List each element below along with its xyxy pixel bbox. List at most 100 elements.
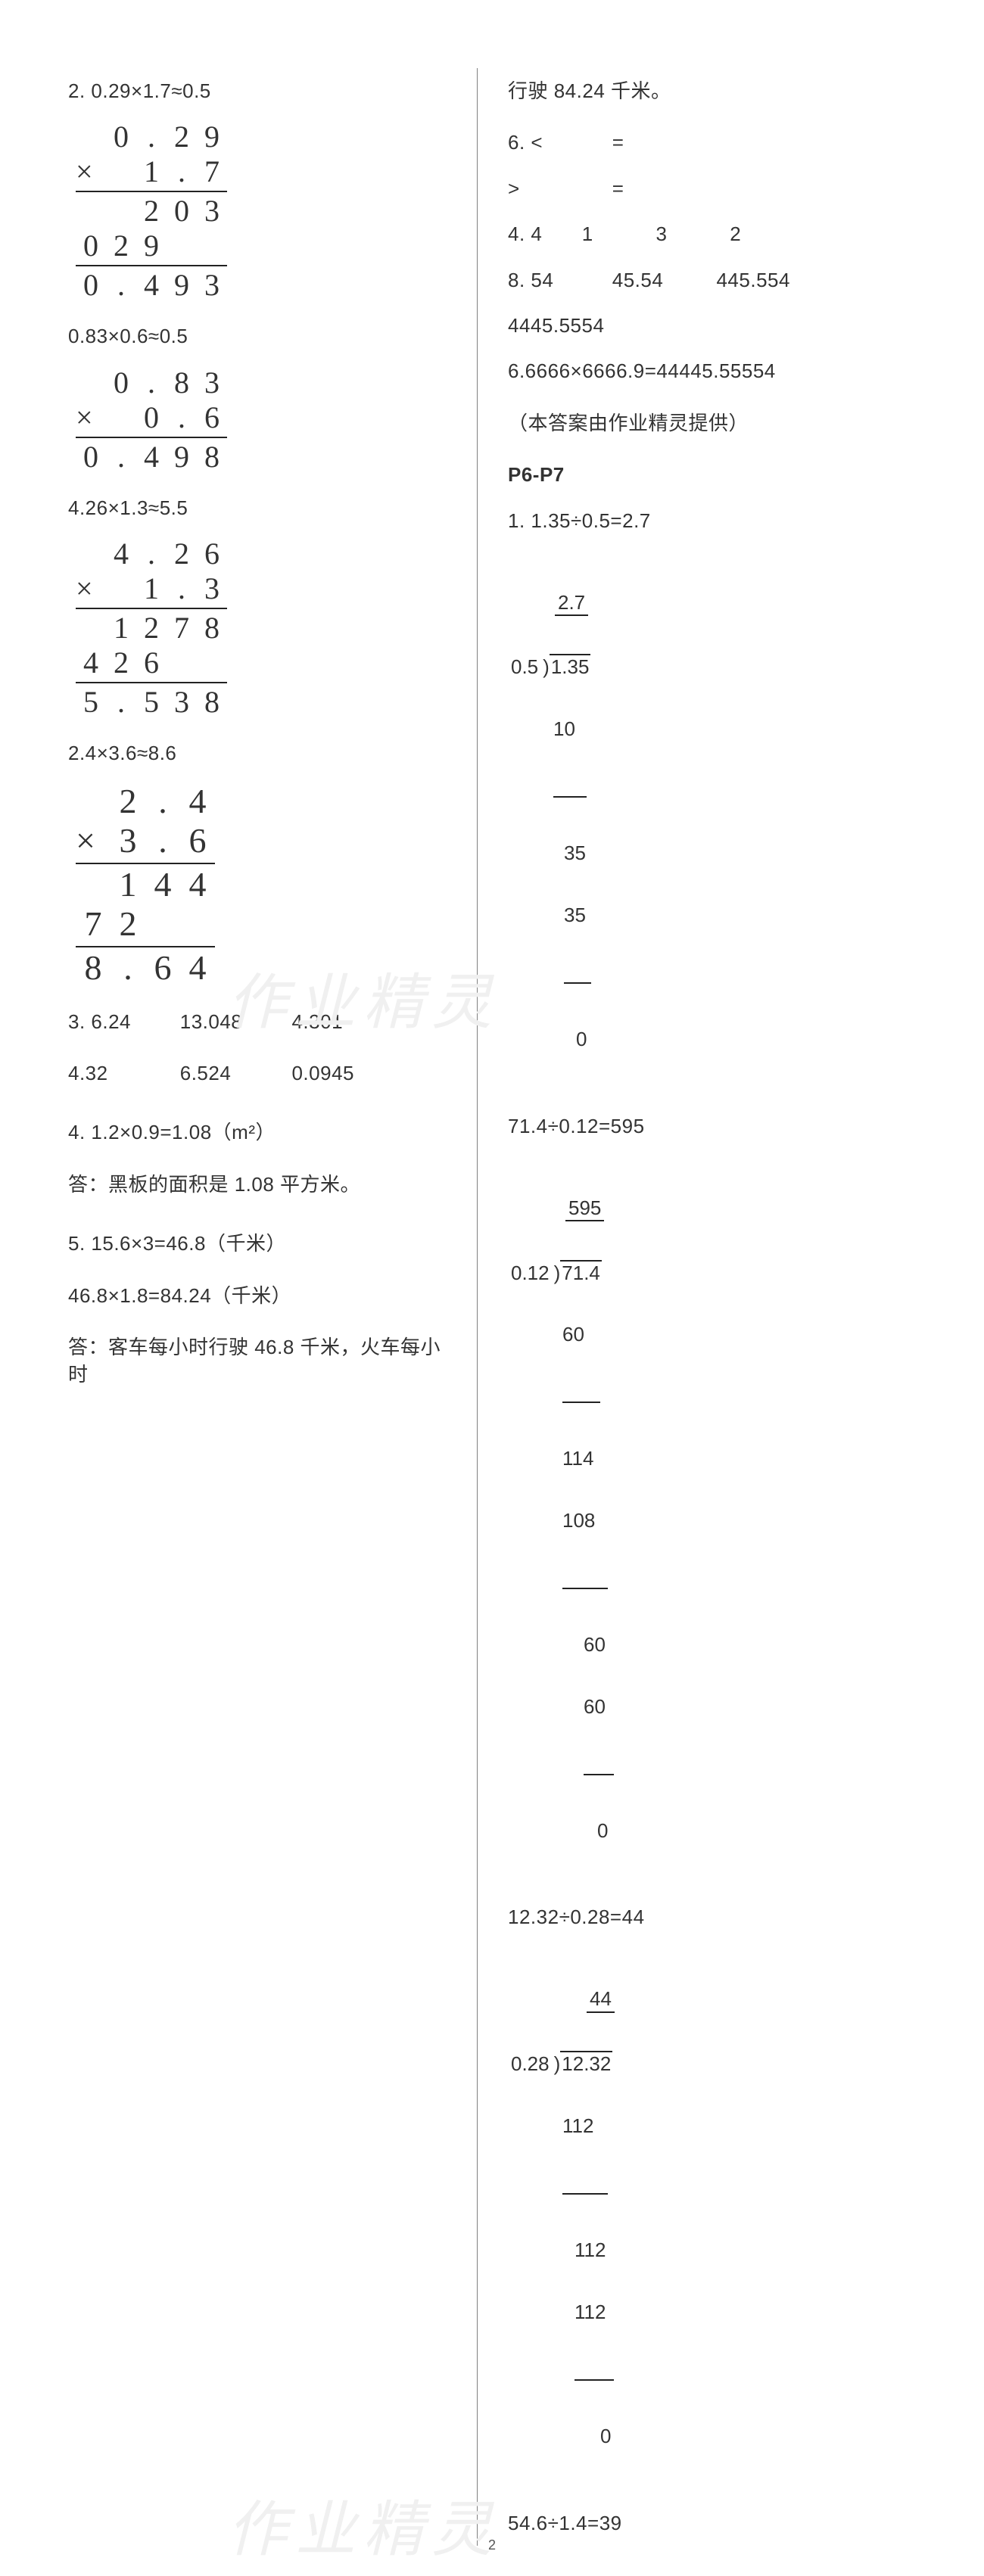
division-4-eq: 54.6÷1.4=39 xyxy=(508,2509,901,2537)
step: 60 xyxy=(562,1323,584,1346)
digit: 3 xyxy=(197,268,227,303)
digit: 1 xyxy=(106,611,136,646)
step: 108 xyxy=(562,1509,595,1532)
problem-5-eq2: 46.8×1.8=84.24（千米） xyxy=(68,1282,454,1309)
long-division-1: 2.7 0.5)1.35 10 35 35 0 xyxy=(511,551,901,1091)
digit: . xyxy=(111,948,145,988)
digit: 8 xyxy=(197,611,227,646)
step: 114 xyxy=(562,1447,593,1470)
value: 4. 4 xyxy=(508,220,576,247)
problem-5-eq1: 5. 15.6×3=46.8（千米） xyxy=(68,1230,454,1257)
digit: 6 xyxy=(197,400,227,435)
digit: 3 xyxy=(111,821,145,861)
value: 2 xyxy=(730,220,741,247)
value: 13.048 xyxy=(180,1008,286,1035)
digit: 2 xyxy=(111,904,145,944)
left-column: 2. 0.29×1.7≈0.5 0 . 2 9 × 1 . 7 xyxy=(68,68,477,2546)
value: 0.0945 xyxy=(291,1059,354,1087)
digit: 4 xyxy=(145,865,180,905)
digit: . xyxy=(136,120,167,154)
digit: . xyxy=(136,537,167,571)
step: 35 xyxy=(564,842,586,864)
digit: 8 xyxy=(76,948,111,988)
problem-4-4: 4. 4 1 3 2 xyxy=(508,220,901,247)
digit: 4 xyxy=(136,268,167,303)
digit: 4 xyxy=(180,948,215,988)
digit: . xyxy=(145,821,180,861)
digit: 3 xyxy=(197,194,227,229)
step: 0 xyxy=(597,1819,608,1842)
divisor: 0.12 xyxy=(511,1262,550,1284)
quotient: 44 xyxy=(587,1989,615,2012)
quotient: 595 xyxy=(565,1198,604,1221)
page-number: 2 xyxy=(488,2537,496,2553)
digit: 8 xyxy=(197,440,227,474)
digit: 6 xyxy=(180,821,215,861)
division-3-eq: 12.32÷0.28=44 xyxy=(508,1903,901,1930)
value: > xyxy=(508,175,606,202)
problem-8-row1: 8. 54 45.54 445.554 xyxy=(508,266,901,294)
page: 作业精灵 作业精灵 2. 0.29×1.7≈0.5 0 . 2 9 × 1 . xyxy=(0,0,984,2576)
digit: 2 xyxy=(136,611,167,646)
value: 1 xyxy=(582,220,650,247)
division-2-eq: 71.4÷0.12=595 xyxy=(508,1112,901,1140)
digit: 2 xyxy=(167,537,197,571)
value: 445.554 xyxy=(716,266,789,294)
digit: . xyxy=(106,685,136,720)
digit: 7 xyxy=(197,154,227,189)
digit: 5 xyxy=(136,685,167,720)
divisor: 0.5 xyxy=(511,655,538,678)
step: 60 xyxy=(584,1633,606,1656)
digit: 0 xyxy=(106,366,136,400)
two-column-layout: 2. 0.29×1.7≈0.5 0 . 2 9 × 1 . 7 xyxy=(68,68,923,2546)
problem-8-row3: 6.6666×6666.9=44445.55554 xyxy=(508,357,901,384)
value: 6. < xyxy=(508,129,606,156)
step: 0 xyxy=(600,2425,611,2447)
dividend: 1.35 xyxy=(550,654,591,678)
digit: . xyxy=(145,782,180,822)
step: 35 xyxy=(564,904,586,926)
step: 112 xyxy=(575,2238,606,2261)
problem-8-row2: 4445.5554 xyxy=(508,312,901,339)
problem-3-row2: 4.32 6.524 0.0945 xyxy=(68,1059,454,1087)
digit: 0 xyxy=(167,194,197,229)
digit: 7 xyxy=(167,611,197,646)
step: 112 xyxy=(575,2301,606,2323)
problem-2-header: 2. 0.29×1.7≈0.5 xyxy=(68,77,454,104)
step: 0 xyxy=(576,1028,587,1050)
divisor: 0.28 xyxy=(511,2052,550,2075)
digit: . xyxy=(167,400,197,435)
digit: 4 xyxy=(106,537,136,571)
digit: 3 xyxy=(197,571,227,606)
digit: 2 xyxy=(106,646,136,680)
digit: 2 xyxy=(167,120,197,154)
quotient: 2.7 xyxy=(555,593,588,616)
mul2-header: 0.83×0.6≈0.5 xyxy=(68,322,454,350)
problem-5-continuation: 行驶 84.24 千米。 xyxy=(508,77,901,104)
value: 3 xyxy=(655,220,724,247)
digit: 3 xyxy=(167,685,197,720)
value: = xyxy=(612,129,624,156)
digit: . xyxy=(136,366,167,400)
digit: 0 xyxy=(136,400,167,435)
division-1-eq: 1. 1.35÷0.5=2.7 xyxy=(508,507,901,534)
digit: 9 xyxy=(167,268,197,303)
multiply-sign: × xyxy=(76,400,106,435)
digit: 5 xyxy=(76,685,106,720)
multiply-sign: × xyxy=(76,571,106,606)
digit: 9 xyxy=(197,120,227,154)
value: 45.54 xyxy=(612,266,711,294)
digit: 2 xyxy=(111,782,145,822)
long-division-3: 44 0.28)12.32 112 112 112 0 xyxy=(511,1948,901,2488)
digit: . xyxy=(167,154,197,189)
multiply-sign: × xyxy=(76,821,111,861)
value: 4.301 xyxy=(291,1008,343,1035)
digit: 3 xyxy=(197,366,227,400)
digit: 0 xyxy=(76,229,106,263)
multiplication-3: 4 . 2 6 × 1 . 3 1 2 7 8 xyxy=(76,537,454,720)
digit: 4 xyxy=(180,782,215,822)
digit: 1 xyxy=(136,571,167,606)
digit: 0 xyxy=(76,440,106,474)
problem-4-equation: 4. 1.2×0.9=1.08（m²） xyxy=(68,1118,454,1146)
digit: 8 xyxy=(197,685,227,720)
